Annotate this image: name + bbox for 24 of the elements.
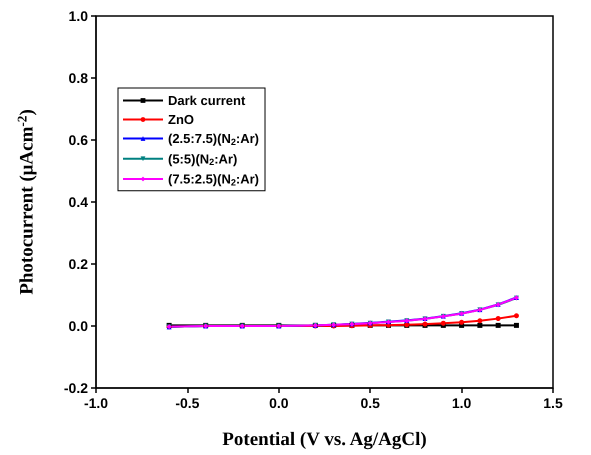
y-tick-label: 0.0	[68, 318, 88, 334]
point	[496, 322, 501, 328]
x-tick-label: 1.0	[452, 395, 472, 411]
y-tick-label: 0.4	[68, 194, 88, 210]
x-tick-label: -1.0	[84, 395, 108, 411]
x-tick-label: 1.5	[543, 395, 563, 411]
y-tick-label: 0.2	[68, 256, 88, 272]
y-tick-label: 1.0	[68, 8, 88, 24]
point	[514, 322, 519, 328]
x-tick-label: 0.5	[360, 395, 380, 411]
point	[514, 313, 519, 318]
point	[459, 320, 464, 325]
y-tick-label: 0.6	[68, 132, 88, 148]
point	[496, 316, 501, 322]
legend-label: ZnO	[168, 112, 194, 127]
x-tick-label: 0.0	[269, 395, 289, 411]
point	[477, 318, 482, 324]
x-axis-title: Potential (V vs. Ag/AgCl)	[222, 429, 427, 450]
x-tick-label: -0.5	[175, 395, 200, 411]
point	[477, 322, 482, 328]
y-tick-label: -0.2	[64, 380, 88, 396]
y-tick-label: 0.8	[68, 70, 88, 86]
y-axis-title: Photocurrent (μAcm-2)	[14, 109, 38, 295]
legend-label: Dark current	[168, 93, 246, 108]
